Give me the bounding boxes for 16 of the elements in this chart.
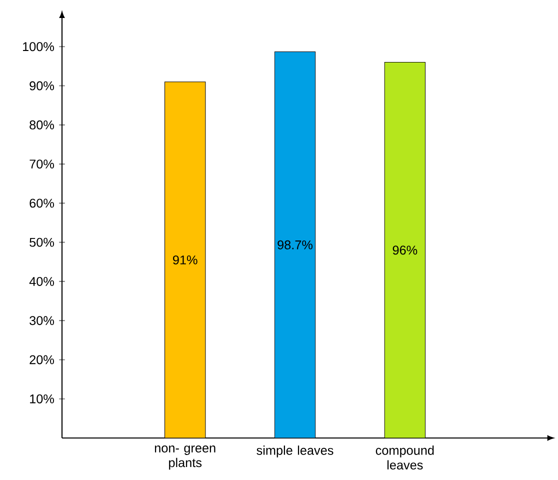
y-tick-label: 30%	[30, 316, 54, 326]
y-tick-label: 80%	[30, 120, 54, 130]
y-tick-label: 60%	[30, 198, 54, 208]
y-tick-label: 50%	[30, 238, 54, 247]
x-tick-label: simple leaves	[256, 446, 334, 458]
x-tick-label: non- green plants	[154, 446, 216, 470]
data-label: 96%	[392, 246, 418, 255]
y-tick-label: 20%	[30, 355, 54, 364]
y-tick-label: 90%	[30, 81, 54, 90]
y-tick-label: 40%	[29, 276, 54, 286]
data-label: 91%	[173, 255, 198, 264]
x-tick-label: compound leaves	[376, 446, 434, 470]
y-tick-label: 100%	[23, 42, 54, 52]
y-tick-label: 70%	[30, 160, 54, 169]
y-tick-label: 10%	[30, 394, 54, 404]
data-label: 98.7%	[278, 240, 313, 250]
